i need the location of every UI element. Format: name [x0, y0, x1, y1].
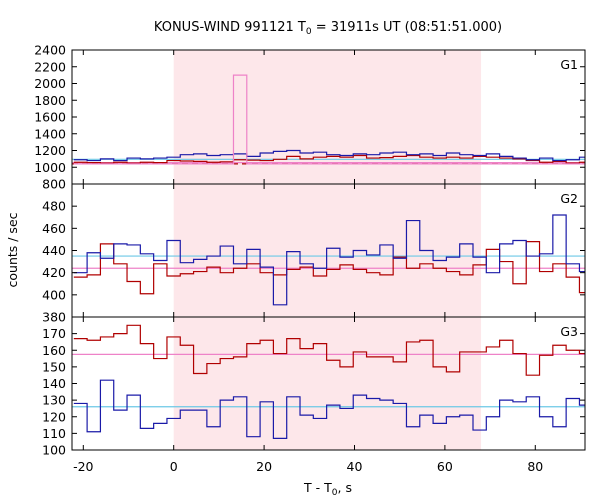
x-axis-label: T - T0, s [303, 480, 352, 498]
y-axis-label: counts / sec [5, 212, 20, 287]
series-red-histogram [73, 324, 585, 376]
y-tick-label: 1400 [34, 126, 66, 141]
chart-title-main: KONUS-WIND 991121 T [154, 20, 306, 35]
y-tick-label: 120 [42, 409, 66, 424]
x-axis-label-main: T - T [303, 480, 332, 495]
panels-layer: 80010001200140016001800200022002400G1380… [34, 43, 586, 474]
x-axis-label-rest: , s [338, 480, 352, 495]
y-tick-label: 2200 [34, 59, 66, 74]
series-pink-histogram [73, 74, 585, 165]
y-tick-label: 2400 [34, 43, 66, 58]
x-axis-label-sub: 0 [332, 488, 338, 498]
y-tick-label: 480 [42, 199, 66, 214]
y-tick-label: 2000 [34, 76, 66, 91]
x-tick-label: 0 [170, 459, 178, 474]
series-blue-histogram [73, 214, 585, 306]
y-tick-label: 110 [42, 426, 66, 441]
series-red-histogram [73, 241, 585, 295]
chart-title-sub: 0 [306, 27, 312, 37]
chart-title: KONUS-WIND 991121 T0 = 31911s UT (08:51:… [154, 20, 502, 37]
x-tick-label: 80 [527, 459, 543, 474]
y-tick-label: 400 [42, 287, 66, 302]
y-tick-label: 130 [42, 393, 66, 408]
burst-interval-highlight [173, 317, 482, 450]
series-red-histogram [73, 154, 585, 164]
panel-label: G3 [560, 324, 578, 339]
x-tick-label: 60 [437, 459, 453, 474]
chart-title-rest: = 31911s UT (08:51:51.000) [312, 20, 502, 35]
y-tick-label: 800 [42, 177, 66, 192]
panel-g2: 380 400 420 440 460 480 G2 [42, 183, 586, 325]
x-tick-label: 40 [347, 459, 363, 474]
y-tick-label: 160 [42, 343, 66, 358]
x-tick-label: -20 [73, 459, 93, 474]
y-tick-label: 380 [42, 310, 66, 325]
y-tick-label: 420 [42, 265, 66, 280]
y-tick-label: 1200 [34, 143, 66, 158]
y-tick-label: 100 [42, 443, 66, 458]
panel-label: G1 [560, 57, 578, 72]
panel-label: G2 [560, 191, 578, 206]
y-tick-label: 460 [42, 221, 66, 236]
y-tick-label: 140 [42, 376, 66, 391]
y-tick-label: 1600 [34, 110, 66, 125]
y-tick-label: 440 [42, 243, 66, 258]
series-blue-histogram [73, 149, 585, 162]
x-tick-label: 20 [256, 459, 272, 474]
series-blue-histogram [73, 379, 585, 439]
y-tick-label: 170 [42, 326, 66, 341]
y-tick-label: 150 [42, 359, 66, 374]
y-tick-label: 1000 [34, 160, 66, 175]
y-tick-label: 1800 [34, 93, 66, 108]
